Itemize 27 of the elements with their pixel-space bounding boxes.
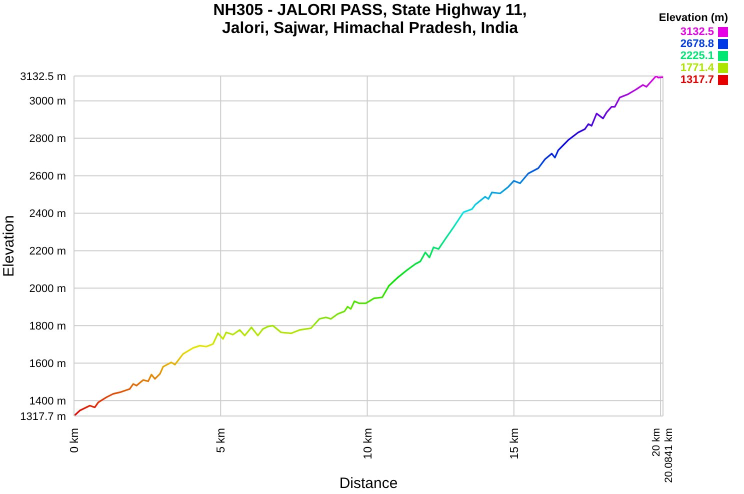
x-axis-title: Distance [339,475,398,492]
color-bar-title: Elevation (m) [658,12,728,24]
y-tick-label: 1317.7 m [20,410,66,423]
y-tick-label: 3000 m [29,96,66,108]
color-bar-label: 3132.5 [680,26,714,38]
color-bar-label: 1317.7 [680,74,714,86]
x-tick-label: 5 km [216,428,228,453]
chart-title: NH305 - JALORI PASS, State Highway 11, Jalori, Sajwar, Himachal Pradesh, India [212,2,528,38]
x-tick-label: 15 km [508,428,521,460]
color-bar-label: 2225.1 [680,50,714,62]
x-tick-label: 0 km [69,428,81,453]
y-tick-label: 1600 m [29,358,66,370]
y-tick-label: 2800 m [29,133,66,146]
y-tick-label: 2400 m [29,208,66,220]
y-tick-label: 2200 m [29,246,66,258]
color-bar-label: 1771.4 [680,62,714,74]
y-axis-title: Elevation [0,215,18,277]
color-bar-label: 2678.8 [680,38,714,50]
x-tick-label: 20.0841 km [663,428,675,483]
y-tick-label: 2000 m [29,283,66,296]
x-tick-label: 10 km [362,428,374,460]
y-tick-label: 3132.5 m [20,70,66,83]
y-tick-label: 1800 m [29,320,66,333]
line-series [74,76,663,416]
y-tick-label: 2600 m [29,170,66,183]
x-tick-label: 20 km [650,428,663,457]
y-tick-label: 1400 m [29,395,66,408]
